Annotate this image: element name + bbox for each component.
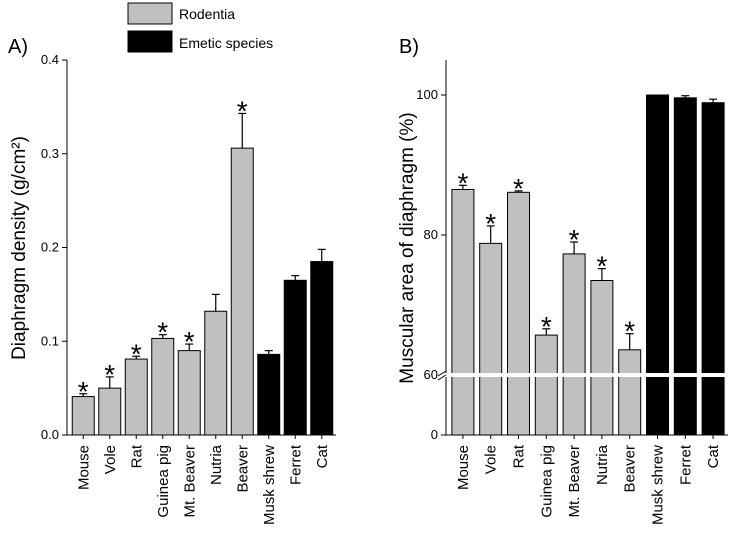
panel-a-bar: [257, 353, 281, 436]
panel-a-y-tick-label: 0.2: [41, 240, 59, 255]
panel-b-category-label: Beaver: [622, 445, 639, 493]
panel-a-bar: [283, 279, 307, 436]
panel-a-category-label: Nutria: [208, 444, 225, 485]
panel-b-bar: [590, 280, 614, 436]
chart-panel-b: B) Muscular area of diaphragm (%) 0 60 80 1…: [397, 36, 728, 525]
panel-a-bar: [177, 350, 201, 436]
panel-b-y-tick-label: 0: [431, 427, 438, 442]
chart-panel-a: A) Diaphragm density (g/cm²) 0.0 0.1 0.2 0.…: [8, 36, 336, 525]
panel-b-significance-star: *: [624, 316, 635, 347]
panel-a-category-label: Beaver: [234, 445, 251, 493]
panel-a-category-label: Guinea pig: [155, 445, 172, 518]
panel-b-category-label: Nutria: [594, 444, 611, 485]
panel-a-y-axis-label: Diaphragm density (g/cm²): [9, 136, 30, 360]
panel-a-category-label: Vole: [102, 445, 119, 474]
panel-a-category-label: Musk shrew: [261, 445, 278, 525]
panel-b-bar: [479, 242, 503, 436]
panel-b-y-axis-label: Muscular area of diaphragm (%): [397, 112, 418, 383]
panel-a-bar: [124, 358, 148, 436]
panel-a-bar: [151, 337, 175, 436]
panel-a-bar: [204, 310, 228, 436]
legend-emetic-label: Emetic species: [179, 35, 273, 51]
panel-a-bar: [98, 387, 122, 436]
panel-b-y-tick-label: 60: [424, 367, 438, 382]
legend-rodentia-label: Rodentia: [179, 6, 235, 22]
panel-b-significance-star: *: [596, 251, 607, 282]
panel-b-bar: [701, 102, 725, 436]
panel-b-significance-star: *: [541, 311, 552, 342]
panel-a-category-label: Ferret: [287, 444, 304, 485]
panel-a-significance-star: *: [237, 95, 248, 126]
panel-b-significance-star: *: [569, 224, 580, 255]
panel-a-category-label: Mouse: [75, 445, 92, 490]
panel-a-y-tick-label: 0.0: [41, 427, 59, 442]
panel-a-significance-star: *: [104, 359, 115, 390]
panel-a-y-tick-label: 0.1: [41, 333, 59, 348]
panel-b-bar: [646, 94, 669, 436]
panel-a-label: A): [8, 36, 28, 58]
panel-b-axis-break-mark: [437, 370, 447, 381]
panel-b-significance-star: *: [513, 173, 524, 204]
panel-a-category-label: Rat: [128, 444, 145, 468]
panel-b-category-label: Mouse: [455, 445, 472, 490]
panel-b-y-tick-label: 80: [424, 227, 438, 242]
panel-b-category-label: Mt. Beaver: [566, 445, 583, 518]
panel-a-category-label: Mt. Beaver: [181, 445, 198, 518]
panel-b-bar: [534, 334, 558, 436]
panel-a-significance-star: *: [78, 376, 89, 407]
panel-b-bar: [673, 97, 697, 436]
panel-b-category-label: Guinea pig: [538, 445, 555, 518]
panel-b-bar: [451, 189, 475, 436]
panel-b-category-label: Cat: [705, 444, 722, 468]
panel-a-significance-star: *: [131, 338, 142, 369]
panel-b-bar: [507, 191, 530, 436]
panel-b-category-label: Musk shrew: [650, 445, 667, 525]
legend-rodentia-swatch: [127, 2, 173, 25]
panel-a-bar: [310, 261, 334, 436]
panel-a-y-tick-label: 0.3: [41, 146, 59, 161]
legend: Rodentia Emetic species: [127, 2, 273, 53]
panel-a-significance-star: *: [184, 326, 195, 357]
panel-b-y-tick-label: 100: [416, 87, 438, 102]
panel-b-bar: [562, 253, 586, 436]
panel-b-bar: [618, 349, 642, 436]
panel-b-category-label: Ferret: [677, 444, 694, 485]
panel-b-label: B): [399, 36, 419, 58]
panel-a-category-label: Cat: [314, 444, 331, 468]
panel-a-significance-star: *: [157, 317, 168, 348]
panel-a-y-tick-label: 0.4: [41, 52, 59, 67]
panel-b-category-label: Vole: [483, 445, 500, 474]
panel-a-bar: [230, 147, 254, 436]
panel-b-category-label: Rat: [511, 444, 528, 468]
panel-b-significance-star: *: [457, 167, 468, 198]
panel-b-significance-star: *: [485, 208, 496, 239]
legend-emetic-swatch: [127, 30, 173, 53]
